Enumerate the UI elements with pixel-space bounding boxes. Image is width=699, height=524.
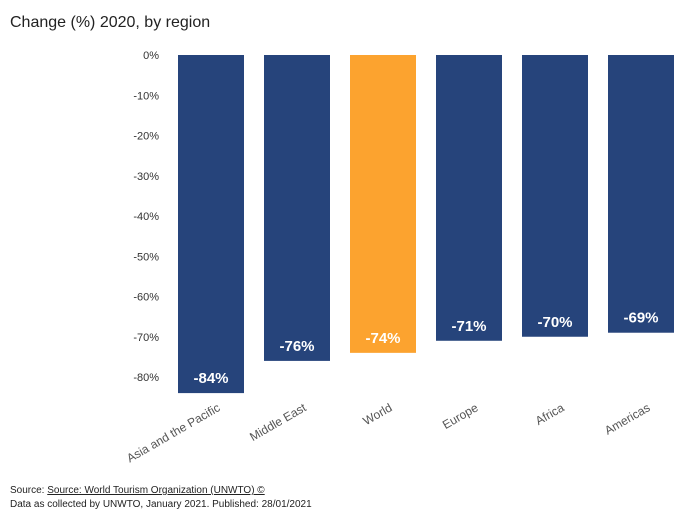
- x-tick-label: World: [361, 400, 395, 428]
- bar-chart: 0%-10%-20%-30%-40%-50%-60%-70%-80% -84%-…: [124, 50, 674, 465]
- y-tick-label: -80%: [133, 372, 159, 384]
- bar: [608, 55, 674, 333]
- bar: [522, 55, 588, 337]
- y-tick-label: -20%: [133, 131, 159, 143]
- y-tick-label: 0%: [143, 50, 159, 62]
- data-note: Data as collected by UNWTO, January 2021…: [10, 499, 312, 510]
- data-label: -74%: [365, 330, 400, 347]
- bar: [436, 55, 502, 341]
- bar: [178, 55, 244, 394]
- source-prefix: Source:: [10, 485, 48, 496]
- footer: Source: Source: World Tourism Organizati…: [10, 484, 312, 512]
- data-label: -70%: [537, 314, 572, 331]
- bar: [264, 55, 330, 361]
- data-label: -84%: [193, 370, 228, 387]
- y-tick-label: -40%: [133, 211, 159, 223]
- y-tick-label: -30%: [133, 171, 159, 183]
- x-tick-label: Europe: [440, 400, 481, 432]
- y-tick-label: -60%: [133, 292, 159, 304]
- y-tick-label: -10%: [133, 90, 159, 102]
- x-tick-label: Asia and the Pacific: [124, 400, 222, 465]
- x-axis: Asia and the Pacific Middle East World Euro…: [124, 400, 652, 465]
- x-tick-label: Americas: [602, 400, 652, 437]
- bar: [350, 55, 416, 353]
- data-label: -69%: [623, 310, 658, 327]
- x-tick-label: Middle East: [247, 400, 309, 444]
- data-label: -76%: [279, 338, 314, 355]
- source-line: Source: Source: World Tourism Organizati…: [10, 484, 312, 498]
- x-tick-label: Africa: [533, 400, 567, 428]
- y-axis: 0% -10% -20% -30% -40% -50% -60% -70% -80%: [133, 50, 159, 384]
- bars: -84% -76% -74% -71% -70% -69%: [178, 55, 674, 394]
- source-link[interactable]: Source: World Tourism Organization (UNWT…: [47, 485, 265, 496]
- chart-title: Change (%) 2020, by region: [10, 14, 211, 31]
- y-tick-label: -70%: [133, 332, 159, 344]
- y-tick-label: -50%: [133, 251, 159, 263]
- data-label: -71%: [451, 318, 486, 335]
